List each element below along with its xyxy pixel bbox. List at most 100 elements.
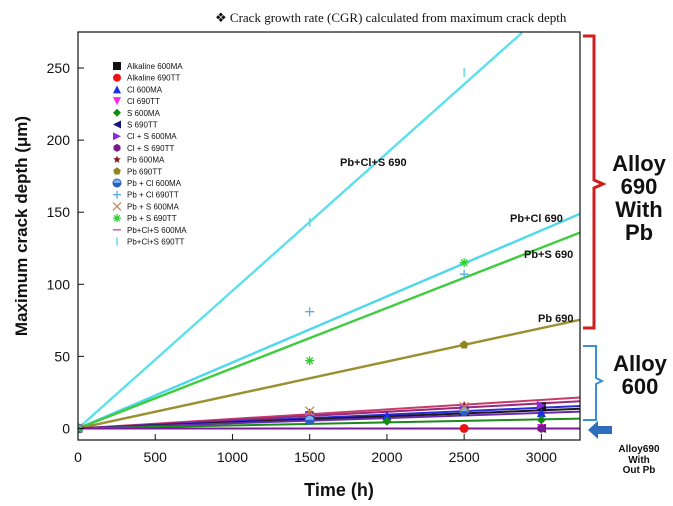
- legend-label: Cl + S 600MA: [127, 132, 177, 141]
- legend-item: Cl 600MA: [113, 85, 163, 94]
- data-point: [113, 167, 121, 175]
- data-point: [536, 415, 546, 425]
- page-title: ❖ Crack growth rate (CGR) calculated fro…: [215, 10, 567, 25]
- y-tick-label: 100: [47, 276, 71, 292]
- y-tick-label: 50: [54, 348, 70, 364]
- alloy600-label: Alloy 600: [612, 352, 668, 398]
- fit-line: [78, 410, 580, 430]
- data-point: [382, 410, 392, 420]
- data-point: [459, 340, 469, 349]
- legend-label: Pb + Cl 690TT: [127, 191, 179, 200]
- y-tick-label: 0: [62, 420, 70, 436]
- alloy690-pb-line4: Pb: [624, 220, 654, 246]
- y-tick-label: 150: [47, 204, 71, 220]
- x-tick-label: 1000: [217, 449, 248, 465]
- legend-label: Alkaline 600MA: [127, 62, 183, 71]
- legend-item: Cl + S 600MA: [113, 132, 177, 141]
- legend-label: Pb 690TT: [127, 167, 162, 176]
- legend-item: Pb + Cl 690TT: [113, 191, 179, 200]
- x-tick-label: 2500: [449, 449, 480, 465]
- legend-item: Pb+Cl+S 600MA: [113, 226, 187, 235]
- data-point: [113, 73, 121, 82]
- x-tick-label: 2000: [371, 449, 402, 465]
- legend-label: S 600MA: [127, 109, 161, 118]
- data-point: [113, 132, 121, 141]
- data-point: [536, 408, 546, 418]
- fit-line: [78, 318, 580, 430]
- x-tick-label: 0: [74, 449, 82, 465]
- x-tick-label: 1500: [294, 449, 325, 465]
- data-point: [459, 401, 470, 412]
- series: [78, 67, 465, 433]
- alloy690-bracket: [583, 34, 607, 330]
- data-point: [112, 201, 122, 211]
- data-point-shade: [459, 411, 469, 416]
- legend-label: Pb + S 690TT: [127, 214, 177, 223]
- alloy690-pb-line1: Alloy: [612, 151, 666, 176]
- fit-line: [78, 212, 580, 430]
- y-axis-label: Maximum crack depth (μm): [12, 116, 31, 336]
- data-point: [113, 155, 121, 163]
- data-point: [305, 307, 315, 317]
- legend-item: Pb + S 600MA: [112, 201, 179, 211]
- y-tick-label: 250: [47, 60, 71, 76]
- alloy690-no-pb-line3: Out Pb: [622, 465, 656, 476]
- data-point: [113, 143, 121, 152]
- alloy600-line2: 600: [621, 374, 659, 400]
- data-point: [305, 356, 315, 366]
- legend-label: Pb + S 600MA: [127, 202, 179, 211]
- series: [78, 258, 469, 433]
- x-tick-label: 3000: [526, 449, 557, 465]
- legend-item: Alkaline 600MA: [113, 62, 183, 71]
- x-tick-label: 500: [144, 449, 168, 465]
- alloy690-pb-label: Alloy 690 With Pb: [606, 152, 672, 244]
- data-point: [113, 190, 121, 199]
- legend-label: Pb 600MA: [127, 156, 165, 165]
- alloy600-line1: Alloy: [613, 351, 667, 376]
- legend: Alkaline 600MA Alkaline 690TT Cl 600MA Cl 6…: [112, 62, 187, 247]
- legend-label: Pb+Cl+S 600MA: [127, 226, 187, 235]
- legend-item: Pb + Cl 600MA: [112, 178, 182, 188]
- alloy600-bracket: [583, 345, 605, 421]
- data-point-shade: [113, 183, 121, 187]
- data-point: [113, 62, 121, 70]
- legend-item: S 600MA: [113, 108, 161, 118]
- fit-line-label: Pb+Cl+S 690: [340, 157, 407, 169]
- alloy690-pb-line2: 690: [620, 174, 658, 200]
- legend-item: Pb 600MA: [113, 155, 165, 165]
- alloy690-no-pb-line2: With: [628, 454, 650, 466]
- data-point: [459, 269, 469, 279]
- data-point: [537, 423, 546, 433]
- alloy690-no-pb-label: Alloy690 With Out Pb: [608, 444, 670, 477]
- legend-label: S 690TT: [127, 121, 158, 130]
- fit-line-label: Pb+Cl 690: [510, 213, 563, 225]
- fit-lines: [78, 32, 580, 430]
- alloy690-pb-line3: With: [615, 197, 663, 223]
- legend-item: Pb + S 690TT: [113, 214, 177, 223]
- no-pb-arrow-icon: [588, 421, 612, 439]
- fit-line-labels: Pb+Cl+S 690 Pb+Cl 690 Pb+S 690 Pb 690: [340, 157, 573, 325]
- legend-label: Cl + S 690TT: [127, 144, 174, 153]
- plot-frame: [77, 31, 581, 441]
- legend-item: Alkaline 690TT: [113, 73, 180, 83]
- data-point: [459, 258, 469, 268]
- fit-line: [78, 231, 580, 430]
- legend-label: Cl 600MA: [127, 85, 163, 94]
- legend-label: Pb+Cl+S 690TT: [127, 238, 184, 247]
- legend-label: Cl 690TT: [127, 97, 160, 106]
- data-point-shade: [305, 419, 315, 425]
- data-point: [113, 120, 121, 129]
- data-point: [113, 214, 121, 223]
- data-point: [382, 416, 392, 426]
- fit-line-label: Pb 690: [538, 313, 573, 325]
- legend-item: Cl 690TT: [113, 97, 160, 106]
- y-tick-label: 200: [47, 132, 71, 148]
- alloy690-no-pb-line1: Alloy690: [618, 444, 660, 455]
- legend-item: S 690TT: [113, 120, 158, 130]
- fit-line: [78, 417, 580, 430]
- legend-label: Pb + Cl 600MA: [127, 179, 182, 188]
- legend-item: Pb 690TT: [113, 167, 162, 176]
- data-point: [536, 400, 546, 410]
- fit-line: [78, 32, 523, 430]
